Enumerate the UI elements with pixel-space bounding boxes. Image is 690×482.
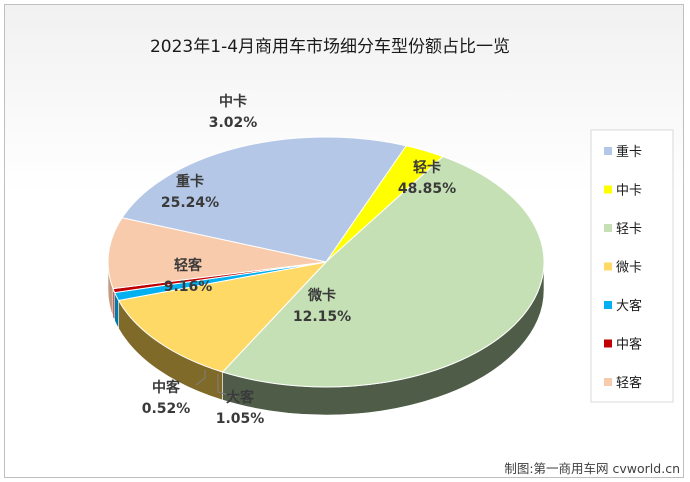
slice-label-value-dake: 1.05% — [216, 411, 265, 427]
slice-label-value-weika: 12.15% — [293, 309, 351, 325]
legend-label-dake: 大客 — [616, 298, 642, 314]
pie-tops — [107, 136, 545, 388]
slice-label-value-zhongka-medium: 3.02% — [209, 115, 258, 131]
slice-label-name-qingke: 轻客 — [174, 257, 203, 274]
leader-lines — [195, 370, 237, 398]
legend-swatch-weika — [604, 262, 612, 271]
legend-swatch-dake — [604, 301, 612, 309]
slice-label-value-qingka: 48.85% — [398, 181, 456, 197]
legend-label-zhongke: 中客 — [616, 337, 642, 353]
chart-title: 2023年1-4月商用车市场细分车型份额占比一览 — [150, 37, 510, 57]
legend-swatch-zhongke — [604, 339, 612, 348]
legend-label-zhongka-heavy: 重卡 — [616, 144, 642, 160]
slice-label-value-zhongke: 0.52% — [142, 401, 191, 417]
legend-swatch-qingke — [604, 378, 612, 386]
slice-label-value-zhongka-heavy: 25.24% — [161, 195, 219, 211]
legend-swatch-qingka — [604, 224, 612, 232]
slice-labels: 重卡 25.24% 中卡 3.02% 轻卡 48.85% 微卡 12.15% 大客 1.05% 中客… — [142, 93, 456, 427]
legend-label-qingke: 轻客 — [616, 375, 642, 391]
slice-qingka — [221, 155, 545, 388]
slice-label-name-zhongka-heavy: 重卡 — [176, 173, 204, 190]
leader-line-zhongke — [195, 370, 206, 386]
slice-label-name-dake: 大客 — [226, 389, 255, 406]
legend-swatch-zhongka-heavy — [604, 147, 612, 155]
legend-swatch-zhongka-medium — [604, 185, 612, 194]
legend-label-zhongka-medium: 中卡 — [616, 184, 642, 199]
chart-credit: 制图:第一商用车网 cvworld.cn — [504, 461, 680, 476]
legend-label-weika: 微卡 — [616, 261, 642, 276]
slice-zhongka-heavy — [121, 136, 407, 263]
legend-label-qingka: 轻卡 — [616, 222, 642, 237]
slice-weika — [117, 261, 328, 373]
slice-label-name-qingka: 轻卡 — [413, 159, 441, 176]
slice-label-name-zhongke: 中客 — [152, 379, 181, 396]
pie-sides — [107, 261, 545, 416]
slice-label-name-weika: 微卡 — [307, 287, 336, 304]
slice-label-name-zhongka-medium: 中卡 — [219, 93, 247, 110]
slice-label-value-qingke: 9.16% — [164, 279, 213, 295]
leader-line-dake — [217, 374, 237, 398]
slice-qingke — [107, 217, 327, 290]
